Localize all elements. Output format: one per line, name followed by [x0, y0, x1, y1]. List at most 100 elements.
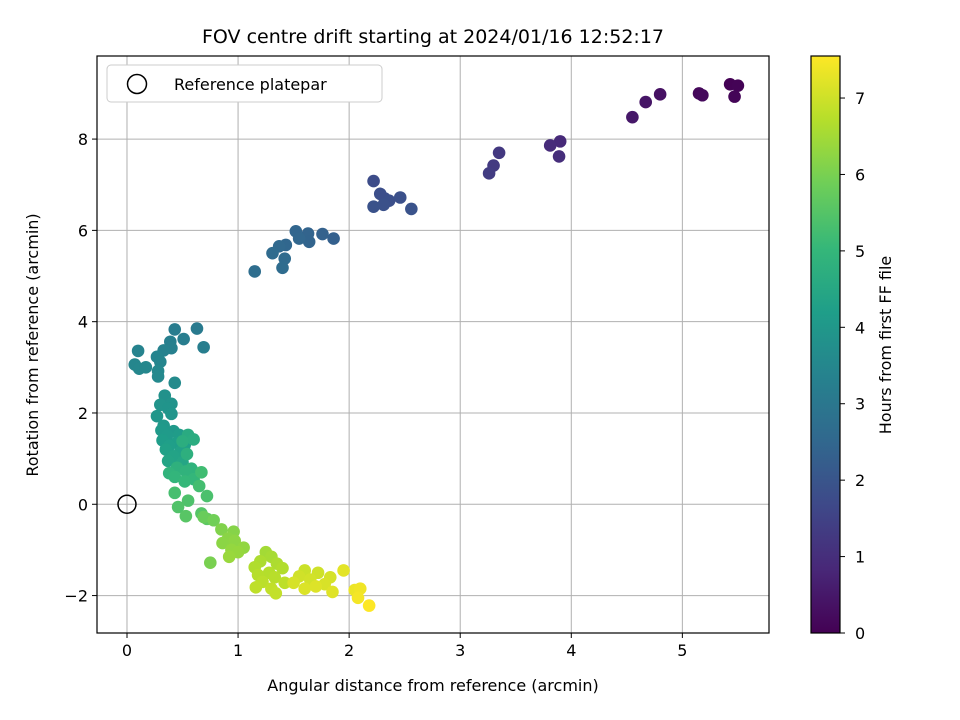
- data-point: [200, 489, 214, 503]
- data-point: [180, 447, 194, 461]
- grid-lines: [97, 56, 769, 633]
- data-point: [181, 494, 195, 507]
- data-point: [187, 433, 200, 446]
- x-tick-label: 3: [455, 641, 465, 660]
- data-point: [287, 576, 300, 590]
- data-point: [377, 198, 390, 212]
- data-point: [168, 470, 182, 484]
- data-point: [327, 232, 340, 245]
- y-tick-label: 8: [78, 130, 88, 149]
- chart-title: FOV centre drift starting at 2024/01/16 …: [202, 26, 664, 48]
- y-axis-label: Rotation from reference (arcmin): [23, 213, 42, 476]
- data-point: [168, 376, 182, 390]
- data-point: [362, 599, 376, 612]
- colorbar-tick-label: 6: [855, 165, 865, 184]
- data-point: [696, 88, 709, 102]
- data-point: [351, 591, 365, 605]
- data-point: [337, 564, 350, 577]
- data-point: [298, 582, 312, 596]
- data-point: [197, 340, 210, 354]
- data-point: [367, 200, 380, 213]
- data-point: [639, 95, 653, 109]
- colorbar-gradient: [811, 56, 840, 633]
- y-tick-label: 2: [78, 404, 88, 423]
- colorbar-tick-label: 4: [855, 318, 865, 337]
- colorbar-tick-label: 3: [855, 395, 865, 414]
- x-tick-label: 0: [122, 641, 132, 660]
- x-axis-ticks: 0 1 2 3 4 5: [122, 633, 687, 660]
- colorbar-tick-label: 5: [855, 242, 865, 261]
- data-point: [178, 475, 192, 488]
- data-point: [482, 167, 496, 180]
- data-point: [179, 509, 193, 523]
- data-point: [248, 265, 262, 278]
- y-tick-label: 4: [78, 313, 88, 332]
- data-point: [207, 513, 220, 527]
- x-tick-label: 2: [344, 641, 354, 660]
- data-point: [139, 361, 153, 374]
- data-point: [268, 571, 282, 584]
- data-point: [131, 344, 145, 358]
- x-axis-label: Angular distance from reference (arcmin): [267, 676, 598, 695]
- y-tick-label: 6: [78, 221, 88, 240]
- data-point: [728, 90, 741, 103]
- data-point: [215, 523, 228, 536]
- data-point: [543, 139, 557, 152]
- colorbar-ticks: 0 1 2 3 4 5 6 7: [840, 89, 865, 643]
- colorbar-tick-label: 2: [855, 471, 865, 490]
- y-tick-label: −2: [64, 587, 88, 606]
- reference-platepar-marker: [117, 494, 137, 515]
- data-point: [309, 580, 323, 593]
- legend: Reference platepar: [106, 64, 383, 103]
- colorbar-tick-label: 1: [855, 548, 865, 567]
- data-point: [171, 500, 185, 514]
- data-point: [278, 576, 292, 590]
- legend-box: [106, 64, 383, 103]
- colorbar-frame: [810, 55, 841, 634]
- x-tick-label: 4: [566, 641, 576, 660]
- data-point: [302, 235, 316, 249]
- data-point: [150, 409, 164, 423]
- data-point: [216, 536, 229, 550]
- data-point: [249, 581, 263, 594]
- data-point: [276, 261, 289, 275]
- data-point: [653, 88, 667, 101]
- x-tick-label: 1: [233, 641, 243, 660]
- data-point: [203, 556, 217, 570]
- data-point: [367, 174, 380, 188]
- data-points: [128, 78, 745, 612]
- data-point: [190, 322, 204, 335]
- data-point: [222, 550, 236, 564]
- data-point: [405, 202, 418, 216]
- colorbar: 0 1 2 3 4 5 6 7 Hours from first FF file: [810, 55, 895, 643]
- data-point: [177, 332, 190, 346]
- data-point: [266, 246, 279, 260]
- plot-frame: [96, 55, 770, 634]
- data-point: [626, 110, 639, 124]
- data-point: [197, 510, 210, 524]
- data-point: [393, 191, 407, 204]
- data-point: [165, 407, 178, 421]
- data-point: [552, 150, 566, 163]
- data-point: [168, 486, 182, 500]
- data-point: [179, 465, 193, 478]
- data-point: [195, 466, 208, 479]
- x-tick-label: 5: [677, 641, 687, 660]
- data-point: [731, 79, 745, 92]
- data-point: [161, 454, 175, 468]
- data-point: [492, 146, 506, 160]
- data-point: [276, 561, 289, 575]
- data-point: [292, 232, 306, 245]
- y-tick-label: 0: [78, 495, 88, 514]
- legend-label: Reference platepar: [174, 75, 327, 94]
- y-axis-ticks: −2 0 2 4 6 8: [64, 130, 97, 606]
- data-point: [269, 586, 283, 600]
- colorbar-tick-label: 7: [855, 89, 865, 108]
- data-point: [151, 370, 165, 383]
- legend-open-circle-icon: [126, 73, 148, 95]
- data-point: [326, 585, 339, 599]
- data-point: [176, 434, 189, 448]
- colorbar-label: Hours from first FF file: [876, 256, 895, 435]
